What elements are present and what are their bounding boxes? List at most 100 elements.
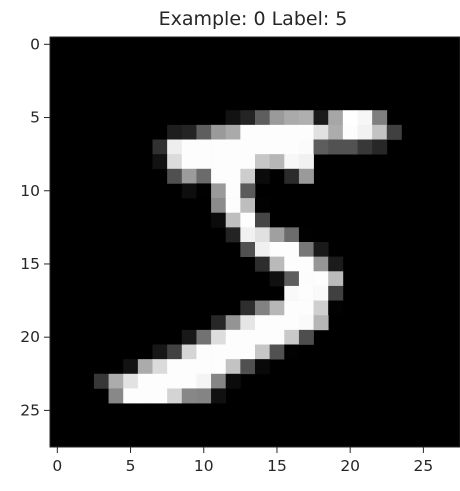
pixel-cell — [284, 271, 300, 287]
pixel-cell — [181, 373, 197, 389]
y-tick-label: 20 — [20, 328, 40, 346]
pixel-cell — [137, 388, 153, 404]
pixel-cell — [181, 183, 197, 199]
pixel-cell — [225, 183, 241, 199]
x-tick-label: 25 — [414, 457, 434, 475]
pixel-cell — [255, 344, 270, 360]
pixel-cell — [123, 373, 139, 389]
pixel-cell — [284, 285, 300, 301]
y-tick-label: 0 — [30, 35, 40, 53]
pixel-cell — [313, 242, 329, 257]
pixel-cell — [298, 124, 314, 140]
pixel-cell — [284, 154, 300, 170]
pixel-cell — [211, 124, 227, 140]
pixel-cell — [196, 359, 212, 375]
pixel-cell — [167, 168, 183, 184]
pixel-cell — [313, 300, 329, 316]
pixel-cell — [211, 139, 227, 155]
y-tick-label: 5 — [30, 109, 40, 127]
digit-image — [50, 37, 460, 447]
pixel-cell — [225, 227, 241, 243]
pixel-cell — [284, 168, 300, 184]
x-tick-label: 10 — [194, 457, 214, 475]
pixel-cell — [255, 198, 270, 214]
pixel-cell — [328, 124, 344, 140]
pixel-cell — [167, 139, 183, 155]
y-tick-label: 10 — [20, 182, 40, 200]
pixel-cell — [181, 154, 197, 170]
pixel-cell — [342, 139, 358, 155]
pixel-cell — [196, 344, 212, 360]
pixel-cell — [255, 359, 270, 375]
pixel-cell — [313, 285, 329, 301]
pixel-cell — [328, 285, 344, 301]
pixel-cell — [211, 344, 227, 360]
pixel-cell — [167, 359, 183, 375]
pixel-cell — [152, 388, 168, 404]
pixel-cell — [255, 227, 270, 243]
pixel-cell — [269, 110, 285, 126]
pixel-cell — [372, 124, 388, 140]
pixel-cell — [255, 124, 270, 140]
pixel-cell — [298, 329, 314, 345]
pixel-cell — [284, 139, 300, 155]
pixel-cell — [225, 124, 241, 140]
pixel-cell — [269, 315, 285, 331]
pixel-cell — [269, 227, 285, 243]
pixel-cell — [298, 110, 314, 126]
pixel-cell — [313, 271, 329, 287]
pixel-cell — [328, 256, 344, 272]
pixel-cell — [211, 329, 227, 345]
pixel-cell — [372, 110, 388, 126]
pixel-cell — [152, 359, 168, 375]
pixel-cell — [196, 154, 212, 170]
pixel-cell — [255, 315, 270, 331]
pixel-cell — [269, 344, 285, 360]
pixel-cell — [269, 124, 285, 140]
pixel-cell — [284, 315, 300, 331]
pixel-cell — [328, 139, 344, 155]
pixel-cell — [181, 139, 197, 155]
pixel-cell — [298, 285, 314, 301]
pixel-cell — [372, 139, 388, 155]
pixel-cell — [167, 373, 183, 389]
pixel-cell — [93, 373, 109, 389]
pixel-cell — [269, 154, 285, 170]
x-tick-label: 5 — [126, 457, 136, 475]
pixel-cell — [342, 124, 358, 140]
x-tick-label: 0 — [52, 457, 62, 475]
pixel-cell — [313, 110, 329, 126]
pixel-cell — [240, 227, 256, 243]
pixel-cell — [211, 373, 227, 389]
chart-title: Example: 0 Label: 5 — [159, 8, 348, 30]
x-tick-label: 20 — [340, 457, 360, 475]
pixel-cell — [328, 110, 344, 126]
pixel-cell — [357, 110, 373, 126]
pixel-cell — [181, 388, 197, 404]
pixel-cell — [313, 124, 329, 140]
pixel-cell — [225, 168, 241, 184]
pixel-cell — [211, 388, 227, 404]
axes-frame — [49, 36, 460, 448]
pixel-cell — [181, 124, 197, 140]
pixel-cell — [298, 271, 314, 287]
pixel-cell — [357, 124, 373, 140]
pixel-cell — [313, 315, 329, 331]
pixel-cell — [313, 256, 329, 272]
y-tick-label: 25 — [20, 401, 40, 419]
pixel-cell — [152, 154, 168, 170]
pixel-cell — [328, 271, 344, 287]
pixel-cell — [357, 139, 373, 155]
pixel-cell — [255, 110, 270, 126]
pixel-cell — [284, 300, 300, 316]
y-tick-label: 15 — [20, 255, 40, 273]
pixel-cell — [225, 212, 241, 228]
pixel-cell — [196, 139, 212, 155]
pixel-cell — [167, 388, 183, 404]
pixel-cell — [211, 183, 227, 199]
pixel-cell — [123, 359, 139, 375]
pixel-cell — [240, 359, 256, 375]
pixel-cell — [284, 124, 300, 140]
pixel-cell — [211, 212, 227, 228]
